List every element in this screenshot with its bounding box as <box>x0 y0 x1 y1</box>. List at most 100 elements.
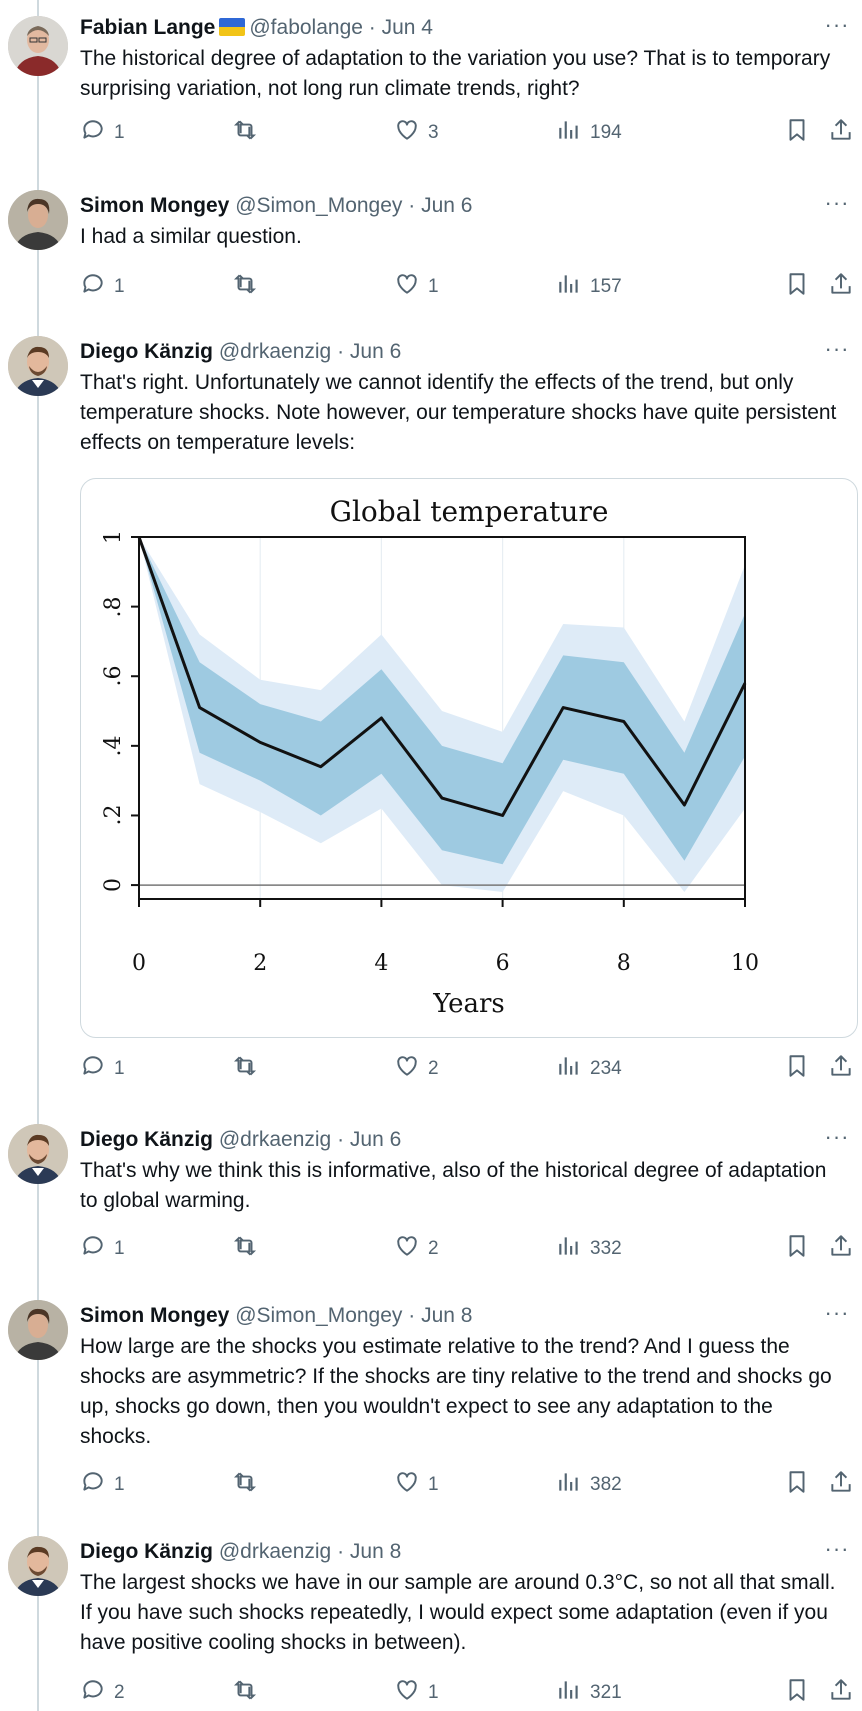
reply-button[interactable]: 1 <box>80 113 125 147</box>
views-button[interactable]: 234 <box>556 1049 622 1083</box>
like-count: 3 <box>428 122 439 143</box>
avatar[interactable] <box>8 16 68 76</box>
bookmark-button[interactable] <box>784 1673 810 1707</box>
retweet-button[interactable] <box>232 267 266 301</box>
x-tick-label: 0 <box>132 951 146 976</box>
more-options-icon[interactable]: ··· <box>824 1300 850 1325</box>
author-handle[interactable]: @fabolange · Jun 4 <box>249 16 433 39</box>
heart-icon <box>397 1680 417 1700</box>
tweet[interactable]: Fabian Lange @fabolange · Jun 4 ··· The h… <box>0 12 862 162</box>
tweet[interactable]: Diego Känzig @drkaenzig · Jun 8 ··· The … <box>0 1536 862 1711</box>
retweet-button[interactable] <box>232 1229 266 1263</box>
reply-count: 1 <box>114 1058 125 1079</box>
author-handle[interactable]: @drkaenzig · Jun 6 <box>218 340 402 363</box>
author-name[interactable]: Fabian Lange <box>80 16 216 39</box>
tweet[interactable]: Diego Känzig @drkaenzig · Jun 6 ··· That… <box>0 1124 862 1264</box>
avatar[interactable] <box>8 190 68 250</box>
avatar[interactable] <box>8 1536 68 1596</box>
y-tick-label: .8 <box>101 596 126 618</box>
share-button[interactable] <box>828 1049 854 1083</box>
more-options-icon[interactable]: ··· <box>824 12 850 37</box>
retweet-button[interactable] <box>232 1673 266 1707</box>
x-tick-label: 10 <box>731 951 759 976</box>
share-button[interactable] <box>828 113 854 147</box>
author-name[interactable]: Diego Känzig <box>80 1540 214 1563</box>
author-handle[interactable]: @drkaenzig · Jun 6 <box>218 1128 402 1151</box>
y-tick-label: .2 <box>101 804 126 826</box>
heart-icon <box>397 1056 417 1076</box>
tweet-actions: 1 3 194 <box>80 113 854 147</box>
ukraine-flag-icon <box>219 18 246 36</box>
reply-button[interactable]: 1 <box>80 1229 125 1263</box>
views-count: 321 <box>590 1682 622 1703</box>
reply-button[interactable]: 1 <box>80 1049 125 1083</box>
author-name[interactable]: Diego Känzig <box>80 340 214 363</box>
like-button[interactable]: 1 <box>394 1465 439 1499</box>
reply-icon <box>83 1236 103 1255</box>
author-handle[interactable]: @Simon_Mongey · Jun 8 <box>235 1304 473 1327</box>
tweet-text: I had a similar question. <box>80 225 302 248</box>
avatar[interactable] <box>8 1124 68 1184</box>
more-options-icon[interactable]: ··· <box>824 1536 850 1561</box>
more-options-icon[interactable]: ··· <box>824 336 850 361</box>
bookmark-button[interactable] <box>784 1465 810 1499</box>
chart-image[interactable]: Global temperature 0 2 4 6 8 10 0 .2 .4 .6 .8 1 Ye… <box>80 478 858 1038</box>
tweet-actions: 1 1 157 <box>80 267 854 301</box>
like-button[interactable]: 1 <box>394 1673 439 1707</box>
reply-button[interactable]: 2 <box>80 1673 125 1707</box>
views-button[interactable]: 194 <box>556 113 622 147</box>
like-count: 1 <box>428 1474 439 1495</box>
retweet-button[interactable] <box>232 1049 266 1083</box>
views-button[interactable]: 321 <box>556 1673 622 1707</box>
x-tick-label: 6 <box>495 951 510 976</box>
author-name[interactable]: Diego Känzig <box>80 1128 214 1151</box>
views-count: 194 <box>590 122 622 143</box>
bookmark-icon <box>789 1055 805 1077</box>
tweet[interactable]: Simon Mongey @Simon_Mongey · Jun 8 ··· H… <box>0 1300 862 1500</box>
bookmark-button[interactable] <box>784 1049 810 1083</box>
like-button[interactable]: 1 <box>394 267 439 301</box>
like-button[interactable]: 3 <box>394 113 439 147</box>
tweet[interactable]: Simon Mongey @Simon_Mongey · Jun 6 ··· I… <box>0 190 862 320</box>
share-button[interactable] <box>828 1229 854 1263</box>
bookmark-button[interactable] <box>784 113 810 147</box>
share-icon <box>831 1235 851 1256</box>
views-icon <box>559 275 578 293</box>
avatar[interactable] <box>8 1300 68 1360</box>
tweet[interactable]: Diego Känzig @drkaenzig · Jun 6 ··· That… <box>0 336 862 1086</box>
bookmark-icon <box>789 1471 805 1493</box>
avatar[interactable] <box>8 336 68 396</box>
tweet-text: That's right. Unfortunately we cannot id… <box>80 371 843 454</box>
author-handle[interactable]: @drkaenzig · Jun 8 <box>218 1540 402 1563</box>
author-name[interactable]: Simon Mongey <box>80 194 230 217</box>
views-button[interactable]: 332 <box>556 1229 622 1263</box>
tweet-actions: 1 2 234 <box>80 1049 854 1083</box>
tweet-header: Diego Känzig @drkaenzig · Jun 8 <box>80 1536 850 1568</box>
reply-count: 1 <box>114 1238 125 1259</box>
views-button[interactable]: 382 <box>556 1465 622 1499</box>
more-options-icon[interactable]: ··· <box>824 190 850 215</box>
retweet-button[interactable] <box>232 1465 266 1499</box>
share-icon <box>831 1679 851 1700</box>
author-handle[interactable]: @Simon_Mongey · Jun 6 <box>235 194 473 217</box>
reply-button[interactable]: 1 <box>80 267 125 301</box>
like-button[interactable]: 2 <box>394 1229 439 1263</box>
share-button[interactable] <box>828 1673 854 1707</box>
share-button[interactable] <box>828 267 854 301</box>
reply-icon <box>83 120 103 139</box>
views-icon <box>559 1681 578 1699</box>
bookmark-button[interactable] <box>784 267 810 301</box>
like-button[interactable]: 2 <box>394 1049 439 1083</box>
author-name[interactable]: Simon Mongey <box>80 1304 230 1327</box>
like-count: 2 <box>428 1238 439 1259</box>
share-button[interactable] <box>828 1465 854 1499</box>
reply-button[interactable]: 1 <box>80 1465 125 1499</box>
bookmark-button[interactable] <box>784 1229 810 1263</box>
reply-count: 1 <box>114 276 125 297</box>
retweet-button[interactable] <box>232 113 266 147</box>
tweet-text: How large are the shocks you estimate re… <box>80 1335 838 1448</box>
like-count: 1 <box>428 1682 439 1703</box>
views-button[interactable]: 157 <box>556 267 622 301</box>
more-options-icon[interactable]: ··· <box>824 1124 850 1149</box>
heart-icon <box>397 1236 417 1256</box>
